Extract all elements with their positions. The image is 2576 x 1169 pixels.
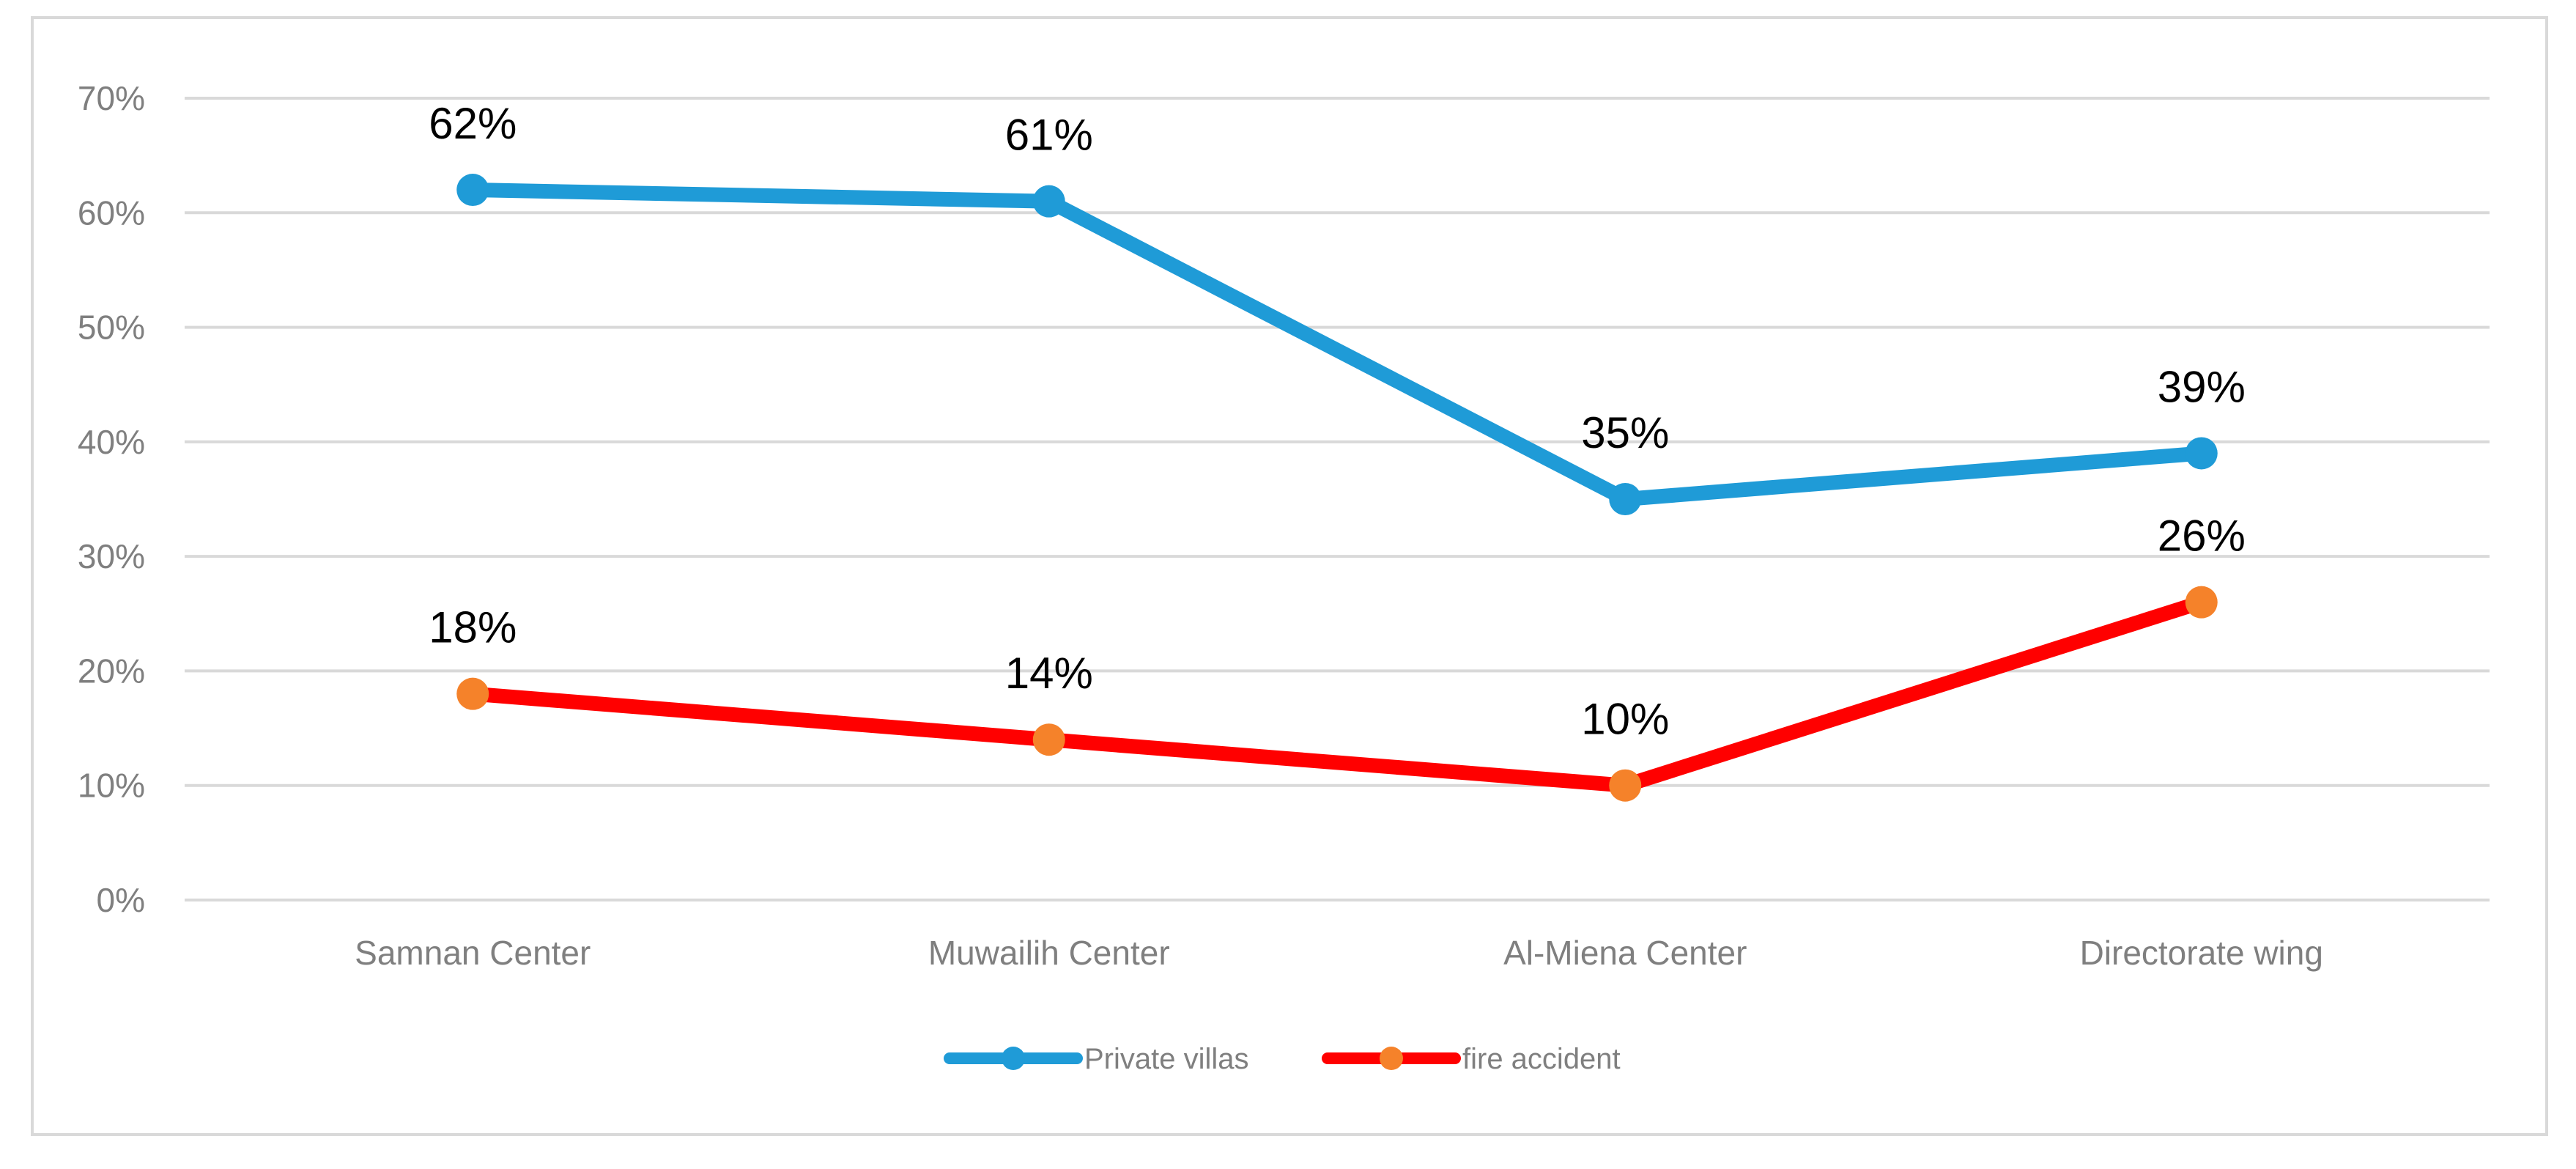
- legend: Private villas fire accident: [944, 1043, 1621, 1075]
- y-tick-label: 60%: [78, 193, 145, 232]
- x-tick-label: Samnan Center: [355, 934, 591, 972]
- data-label: 14%: [1005, 649, 1093, 698]
- data-point: [456, 174, 489, 207]
- data-label: 10%: [1581, 695, 1669, 744]
- series-line: [465, 182, 2209, 506]
- legend-label: fire accident: [1462, 1043, 1621, 1075]
- y-tick-label: 30%: [78, 537, 145, 575]
- y-tick-label: 70%: [78, 79, 145, 117]
- legend-swatch-marker: [1002, 1047, 1025, 1070]
- gridlines: [185, 97, 2490, 901]
- x-tick-label: Muwailih Center: [928, 934, 1170, 972]
- data-point: [1609, 769, 1642, 802]
- data-labels: 62% 61% 35% 39% 18% 14% 10% 26%: [429, 99, 2246, 744]
- x-tick-label: Al-Miena Center: [1503, 934, 1747, 972]
- data-label: 35%: [1581, 408, 1669, 457]
- data-label: 26%: [2158, 512, 2246, 561]
- series-markers: [456, 174, 2218, 802]
- data-label: 62%: [429, 99, 517, 148]
- data-label: 18%: [429, 603, 517, 652]
- y-tick-label: 40%: [78, 423, 145, 461]
- series-line: [465, 594, 2209, 793]
- data-point: [2185, 586, 2218, 619]
- legend-label: Private villas: [1084, 1043, 1249, 1075]
- x-tick-label: Directorate wing: [2080, 934, 2323, 972]
- data-point: [1609, 483, 1642, 515]
- y-tick-label: 10%: [78, 767, 145, 805]
- data-point: [456, 677, 489, 710]
- legend-item: Private villas: [944, 1043, 1249, 1075]
- data-point: [2185, 437, 2218, 470]
- y-axis-ticks: 0% 10% 20% 30% 40% 50% 60% 70%: [78, 79, 145, 919]
- chart-frame: [31, 16, 2548, 1136]
- data-point: [1032, 185, 1065, 218]
- data-label: 39%: [2158, 362, 2246, 411]
- y-tick-label: 50%: [78, 309, 145, 347]
- series-lines: [465, 182, 2209, 793]
- y-tick-label: 0%: [97, 881, 145, 919]
- data-point: [1032, 723, 1065, 756]
- y-tick-label: 20%: [78, 652, 145, 690]
- legend-swatch-marker: [1380, 1047, 1403, 1070]
- data-label: 61%: [1005, 111, 1093, 160]
- legend-item: fire accident: [1322, 1043, 1621, 1075]
- x-axis-ticks: Samnan Center Muwailih Center Al-Miena Cen…: [355, 934, 2323, 972]
